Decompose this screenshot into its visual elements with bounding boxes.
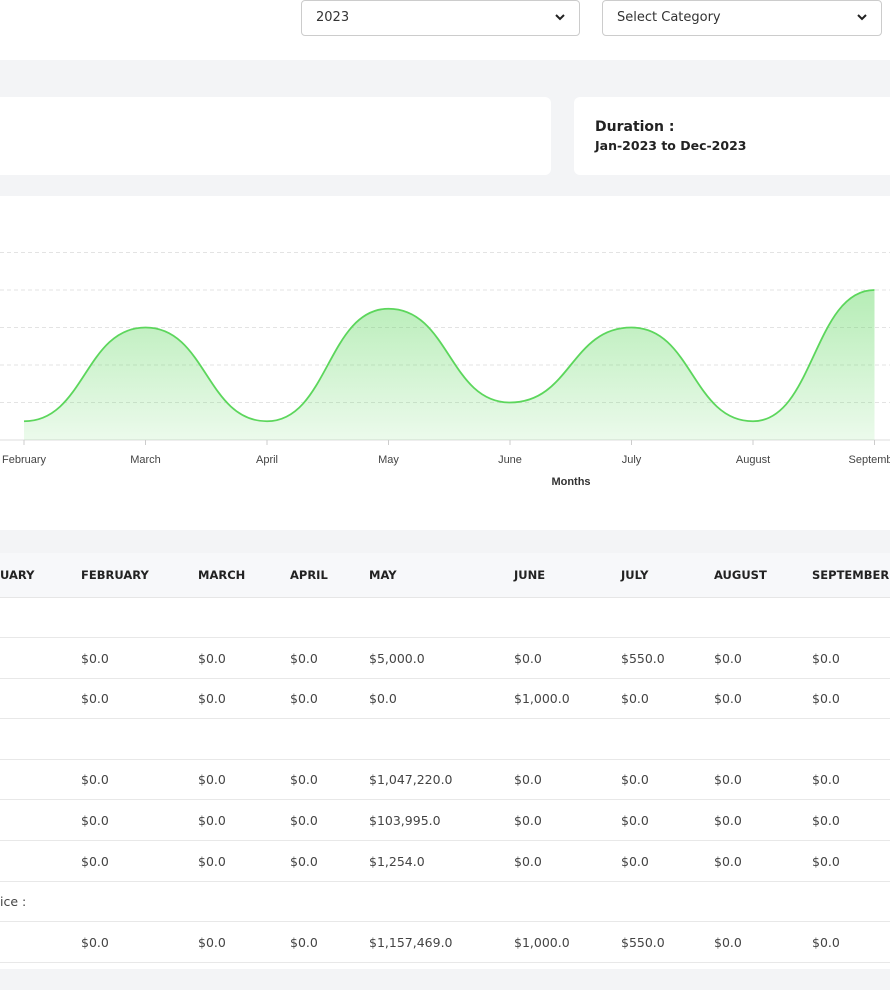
cell: $0.0 <box>714 772 742 788</box>
cell: $0.0 <box>714 650 742 666</box>
cell: $0.0 <box>290 772 318 788</box>
x-tick-label: April <box>256 454 278 466</box>
summary-card <box>0 97 551 175</box>
cell: $1,047,220.0 <box>369 772 453 788</box>
column-header: MARCH <box>198 568 246 582</box>
year-value: 2023 <box>316 10 350 25</box>
cell: $1,000.0 <box>514 934 570 950</box>
cell: $0.0 <box>812 691 840 707</box>
cell: $0.0 <box>81 853 109 869</box>
column-header: SEPTEMBER <box>812 568 890 582</box>
cell: $0.0 <box>621 853 649 869</box>
chevron <box>555 14 565 21</box>
duration-value: Jan-2023 to Dec-2023 <box>595 138 747 153</box>
cell: $0.0 <box>198 691 226 707</box>
cell: $0.0 <box>514 813 542 828</box>
row-divider <box>0 718 890 720</box>
x-tick-label: Septemb <box>849 454 890 466</box>
cell: $0.0 <box>198 813 226 828</box>
row-divider <box>0 840 890 841</box>
cell: $1,157,469.0 <box>369 934 453 950</box>
cell: $0.0 <box>621 691 649 707</box>
row-divider <box>0 799 890 801</box>
cell: $5,000.0 <box>369 650 425 666</box>
x-tick-label: June <box>498 454 522 466</box>
cell: $550.0 <box>621 650 665 666</box>
cell: $0.0 <box>198 934 226 950</box>
x-tick-label: May <box>378 454 399 466</box>
cell: $103,995.0 <box>369 813 441 828</box>
cell: $0.0 <box>81 691 109 707</box>
cell: $0.0 <box>812 650 840 666</box>
x-tick-label: March <box>130 454 161 466</box>
cell: $0.0 <box>290 650 318 666</box>
cell: $0.0 <box>198 772 226 788</box>
cell: $0.0 <box>714 934 742 950</box>
area-fill <box>24 290 875 440</box>
cell: $0.0 <box>290 813 318 828</box>
duration-label: Duration : <box>595 119 675 135</box>
cell: $0.0 <box>812 813 840 828</box>
x-tick-label: July <box>622 454 642 466</box>
cell: $0.0 <box>369 691 397 707</box>
row-divider <box>0 880 890 882</box>
column-header: MAY <box>369 568 397 582</box>
cell: $0.0 <box>514 772 542 788</box>
area-line <box>23 289 875 423</box>
cell: $0.0 <box>621 772 649 788</box>
cell: $0.0 <box>714 853 742 869</box>
x-tick-label: August <box>736 454 770 466</box>
cell: $1,000.0 <box>514 691 570 707</box>
row-divider <box>0 677 890 679</box>
cell: $0.0 <box>714 813 742 828</box>
cell: $0.0 <box>812 853 840 869</box>
category-select[interactable]: Select Category <box>602 0 882 36</box>
column-header: AUGUST <box>714 568 767 582</box>
chevron <box>857 14 867 21</box>
category-value: Select Category <box>617 10 721 25</box>
column-header: JUNE <box>514 568 546 582</box>
cell: $0.0 <box>81 650 109 666</box>
cell: $0.0 <box>514 650 542 666</box>
cell: $0.0 <box>812 772 840 788</box>
cell: $0.0 <box>290 853 318 869</box>
row-divider <box>0 637 890 638</box>
cell: $0.0 <box>198 853 226 869</box>
cell: $0.0 <box>290 691 318 707</box>
cell: $0.0 <box>621 813 649 828</box>
column-header: FEBRUARY <box>81 568 149 582</box>
row-divider <box>0 758 890 760</box>
cell: $550.0 <box>621 934 665 950</box>
year-select[interactable]: 2023 <box>301 0 580 36</box>
column-header: JULY <box>621 568 649 582</box>
duration-card: Duration : Jan-2023 to Dec-2023 <box>574 97 890 175</box>
table-header <box>0 553 890 598</box>
x-axis-title: Months <box>551 476 590 488</box>
chart: Months February March April May June July Augu… <box>0 252 890 488</box>
cell: $0.0 <box>198 650 226 666</box>
cell: $0.0 <box>290 934 318 950</box>
cell: $0.0 <box>812 934 840 950</box>
x-tick-label: February <box>2 454 47 466</box>
chart-card: Months February March April May June July Augu… <box>0 196 890 530</box>
cell: $0.0 <box>81 772 109 788</box>
column-header: UARY <box>0 568 35 582</box>
row-divider <box>0 921 890 923</box>
cell: $0.0 <box>81 934 109 950</box>
row-divider <box>0 961 890 963</box>
table: UARY FEBRUARY MARCH APRIL MAY JUNE JULY AUGUST S… <box>0 553 890 969</box>
cell: $0.0 <box>714 691 742 707</box>
row-label: ice : <box>0 894 27 910</box>
cell: $0.0 <box>81 813 109 828</box>
cell: $0.0 <box>514 853 542 869</box>
cell: $1,254.0 <box>369 853 425 869</box>
column-header: APRIL <box>290 568 328 582</box>
